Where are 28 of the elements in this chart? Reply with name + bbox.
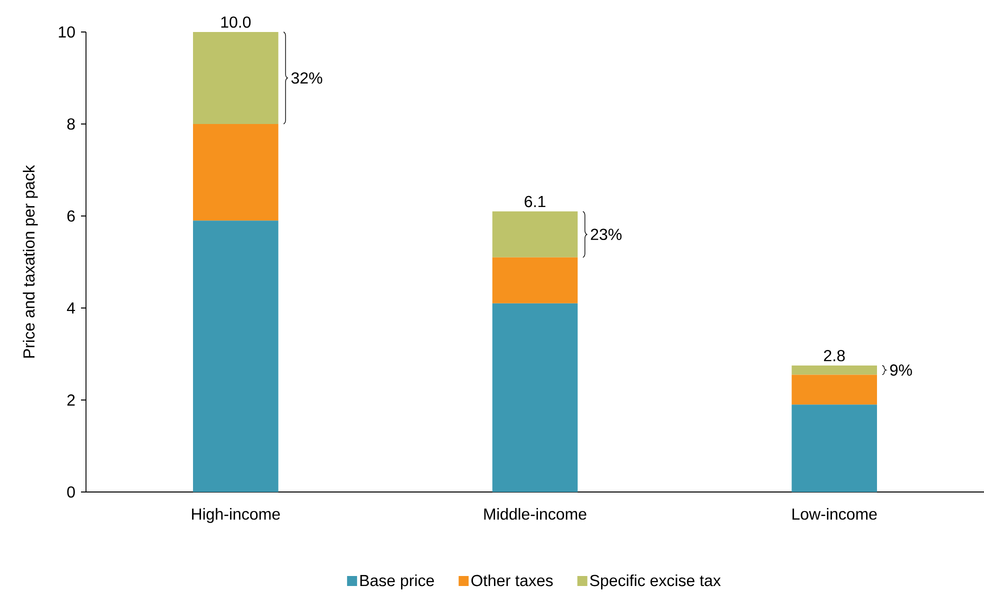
bar — [492, 211, 578, 258]
annotation: 32% — [291, 72, 322, 84]
bar — [193, 220, 278, 492]
legend-label: Other taxes — [471, 574, 553, 586]
y-tick-label: 0 — [67, 486, 75, 498]
bar — [792, 365, 877, 375]
legend-label: Base price — [360, 574, 434, 590]
bar — [792, 404, 877, 492]
x-tick-label: Middle-income — [484, 508, 586, 520]
y-tick-label: 10 — [58, 26, 75, 38]
total-label: 10.0 — [221, 16, 251, 28]
annotation: 23% — [590, 228, 622, 240]
y-tick-label: 4 — [66, 302, 76, 314]
x-tick-label: Low-income — [792, 508, 877, 520]
total-label: 2.8 — [824, 350, 845, 362]
bar — [492, 303, 578, 492]
y-tick-label: 8 — [67, 118, 75, 130]
bar — [193, 124, 278, 221]
annotation: 9% — [890, 364, 912, 376]
legend-label: Specific excise tax — [590, 574, 721, 590]
y-tick-label: 2 — [67, 394, 75, 406]
bar — [193, 32, 278, 124]
y-tick-label: 6 — [67, 210, 75, 222]
total-label: 6.1 — [524, 196, 546, 208]
x-tick-label: High-income — [192, 508, 280, 523]
y-axis-title: Price and taxation per pack — [22, 165, 38, 358]
bar — [492, 257, 578, 304]
bar — [792, 374, 877, 405]
